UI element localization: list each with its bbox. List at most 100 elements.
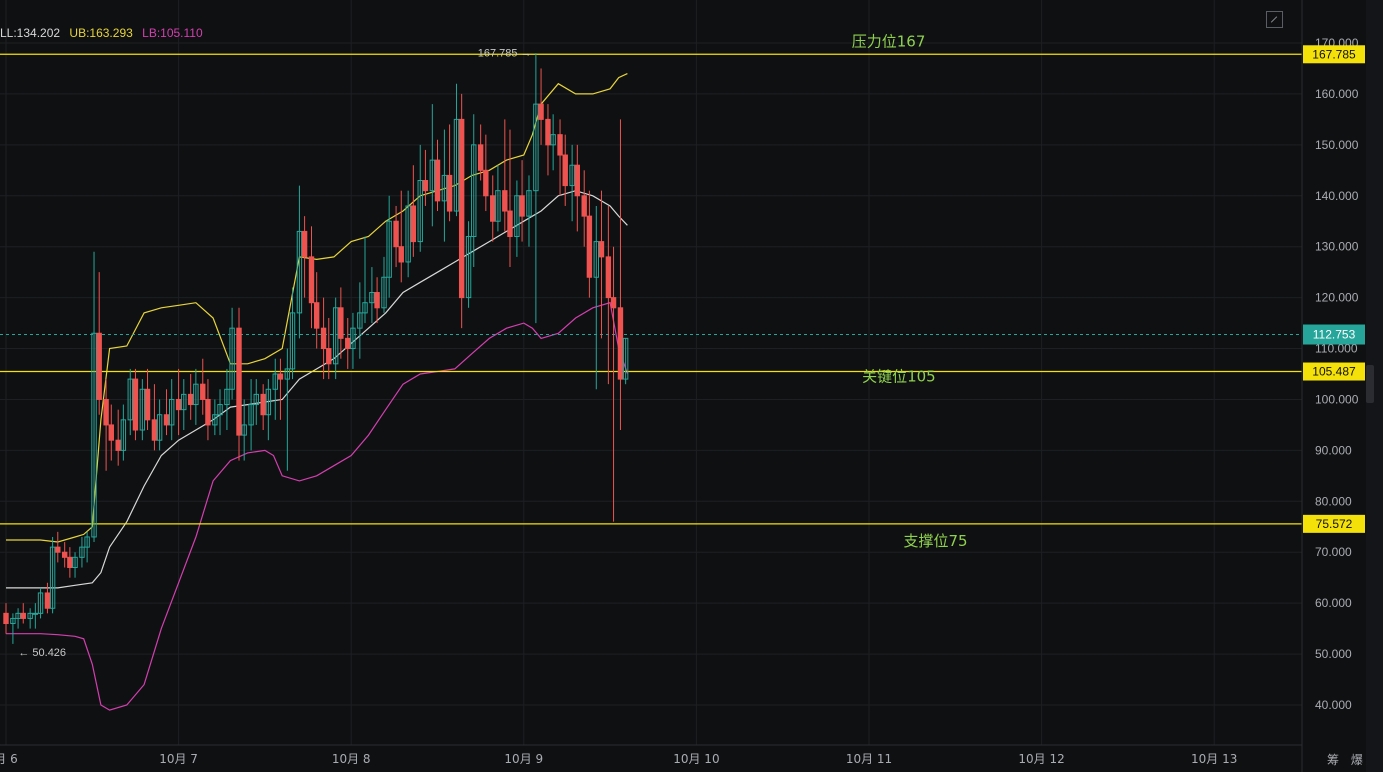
candle-body: [44, 592, 51, 609]
level-annotation: 压力位167: [852, 32, 926, 50]
candle: [79, 536, 85, 568]
candle-body: [272, 373, 278, 390]
candle: [490, 175, 496, 242]
candle: [465, 221, 472, 308]
candle: [369, 267, 375, 324]
candle-body: [265, 388, 272, 416]
candle: [67, 547, 73, 578]
burst-button[interactable]: 爆: [1350, 753, 1363, 767]
candle-body: [84, 536, 90, 548]
level-tag-text: 75.572: [1316, 517, 1353, 531]
middle-band-line: [6, 190, 628, 589]
candle-body: [429, 159, 436, 192]
candle: [296, 185, 303, 339]
candle-body: [495, 190, 501, 222]
candle-body: [27, 612, 33, 619]
candle: [10, 613, 16, 644]
candle-body: [332, 307, 339, 365]
candle: [212, 399, 218, 436]
candle-body: [393, 220, 399, 248]
candle-body: [151, 419, 158, 441]
candle: [514, 180, 520, 257]
candle: [229, 307, 235, 400]
price-tags: 167.785 105.487 75.572 112.753: [1303, 45, 1365, 533]
candle: [187, 374, 194, 420]
candle-body: [350, 327, 356, 350]
candle: [422, 149, 429, 206]
candle-body: [538, 103, 544, 120]
candle: [277, 358, 284, 420]
candle: [483, 134, 489, 212]
candle: [205, 379, 211, 441]
candle-body: [10, 617, 16, 625]
candle-body: [507, 210, 513, 238]
x-tick-label: 月 6: [0, 752, 18, 766]
scroll-handle[interactable]: [1366, 365, 1374, 403]
candle-body: [181, 393, 187, 411]
y-tick-label: 70.000: [1315, 545, 1352, 559]
expand-icon[interactable]: [1266, 11, 1283, 28]
candle: [605, 205, 612, 385]
candle-body: [569, 164, 575, 187]
level-tag: [1303, 514, 1365, 533]
candle-body: [253, 393, 259, 406]
candle: [217, 389, 223, 436]
candle: [144, 368, 151, 431]
candle: [393, 205, 399, 268]
candle-body: [187, 393, 194, 406]
candle: [181, 379, 187, 431]
candle-body: [446, 174, 453, 212]
chip-button[interactable]: 筹: [1327, 753, 1340, 767]
candle: [538, 68, 544, 145]
candle-body: [241, 424, 247, 436]
candle: [519, 160, 525, 242]
y-tick-label: 80.000: [1315, 494, 1352, 508]
level-tag: [1303, 45, 1365, 64]
candle: [103, 379, 109, 471]
candle: [507, 129, 513, 268]
candle: [617, 119, 624, 431]
candle: [260, 384, 266, 431]
candle: [405, 190, 411, 278]
candle: [581, 170, 587, 247]
candle: [236, 307, 242, 461]
candle: [453, 83, 460, 217]
y-tick-label: 50.000: [1315, 647, 1352, 661]
candle-body: [313, 302, 320, 329]
candle-body: [37, 592, 44, 614]
candle: [477, 124, 484, 181]
candle-body: [229, 327, 235, 390]
candle: [495, 165, 501, 232]
candle: [49, 536, 56, 614]
candle: [622, 337, 629, 385]
candle: [175, 368, 182, 436]
y-tick-label: 120.000: [1315, 291, 1359, 305]
candle: [345, 317, 351, 369]
right-strip: [1366, 0, 1383, 772]
candle-body: [441, 174, 448, 202]
y-tick-label: 130.000: [1315, 240, 1359, 254]
candle-body: [345, 337, 351, 350]
upper-band-line: [6, 73, 628, 543]
candle: [502, 119, 508, 232]
level-tag-text: 167.785: [1312, 47, 1356, 61]
candle: [434, 139, 441, 212]
candle-body: [144, 388, 151, 421]
level-tag: [1303, 362, 1365, 381]
candle-body: [417, 179, 423, 243]
y-tick-label: 150.000: [1315, 138, 1359, 152]
candle-body: [362, 302, 368, 314]
candle-body: [422, 179, 429, 192]
candle-body: [284, 368, 291, 380]
candle: [272, 358, 278, 420]
candle: [308, 226, 315, 329]
candle: [84, 531, 90, 563]
candle: [446, 124, 453, 222]
candle: [593, 205, 599, 390]
candle-body: [490, 195, 496, 222]
candle-body: [374, 292, 380, 309]
candle: [284, 348, 291, 471]
